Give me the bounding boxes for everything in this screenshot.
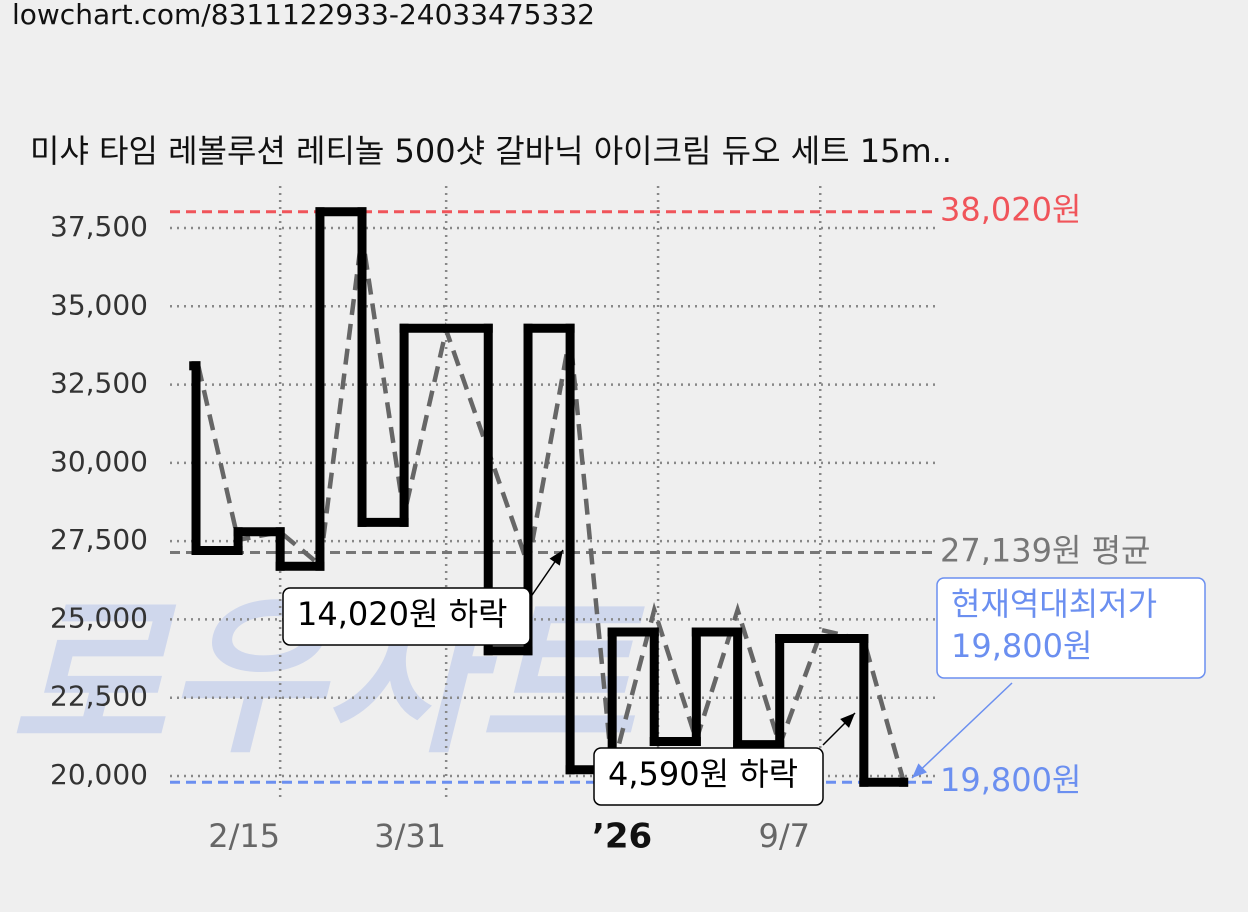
y-tick-label: 25,000 bbox=[50, 601, 148, 634]
chart-title: 미샤 타임 레볼루션 레티놀 500샷 갈바닉 아이크림 듀오 세트 15m.. bbox=[30, 132, 952, 170]
x-tick-label: 9/7 bbox=[759, 817, 811, 855]
annotation-text: 14,020원 하락 bbox=[297, 595, 507, 633]
annotation-box bbox=[936, 577, 1206, 679]
arrow-head bbox=[912, 763, 927, 778]
annotation-text: 19,800원 bbox=[951, 627, 1092, 665]
arrow-head bbox=[840, 713, 855, 728]
x-tick-label: 2/15 bbox=[208, 817, 280, 855]
y-tick-label: 22,500 bbox=[50, 680, 148, 713]
step-line bbox=[189, 207, 909, 787]
arrow-head bbox=[549, 550, 563, 566]
reference-label: 27,139원 평균 bbox=[940, 531, 1150, 569]
y-tick-label: 35,000 bbox=[50, 288, 148, 321]
annotation-text: 현재역대최저가 bbox=[951, 585, 1157, 623]
y-tick-label: 27,500 bbox=[50, 523, 148, 556]
annotation-box bbox=[593, 747, 824, 806]
y-tick-label: 37,500 bbox=[50, 210, 148, 243]
url: lowchart.com/8311122933-24033475332 bbox=[12, 0, 595, 31]
annotation-box bbox=[282, 587, 531, 646]
annotation-text: 4,590원 하락 bbox=[608, 755, 798, 793]
x-tick-label: 3/31 bbox=[374, 817, 446, 855]
reference-label: 38,020원 bbox=[940, 191, 1081, 229]
y-tick-label: 20,000 bbox=[50, 758, 148, 791]
y-tick-label: 30,000 bbox=[50, 445, 148, 478]
reference-label: 19,800원 bbox=[940, 761, 1081, 799]
annotation-arrow bbox=[911, 682, 1013, 779]
y-tick-label: 32,500 bbox=[50, 367, 148, 400]
x-tick-label: ’26 bbox=[592, 817, 652, 857]
